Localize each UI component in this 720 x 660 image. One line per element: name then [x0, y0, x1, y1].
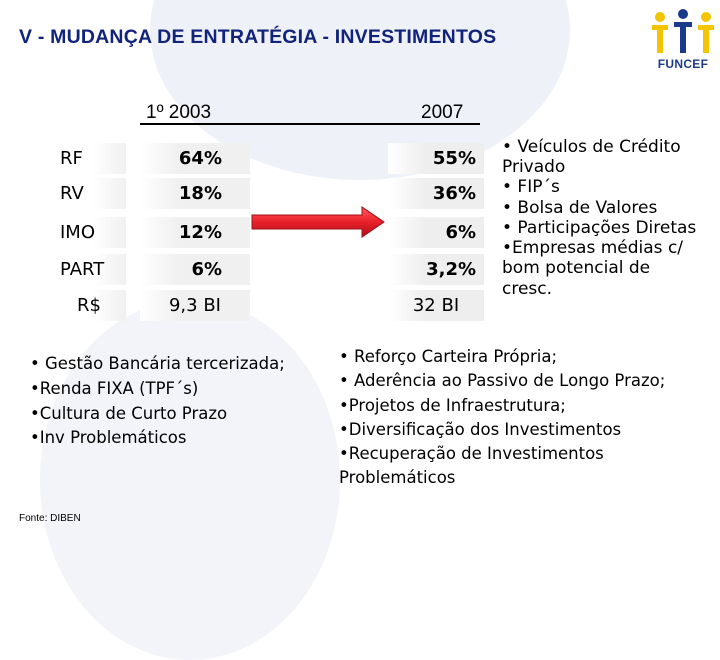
- value-2007: 6%: [388, 217, 484, 248]
- value-2007: 32 BI: [388, 290, 484, 321]
- right-bullet-list: • Veículos de Crédito Privado • FIP´s • …: [502, 137, 696, 299]
- list-item: •Recuperação de Investimentos: [339, 444, 604, 463]
- value-2003: 64%: [140, 143, 250, 174]
- value-2003: 6%: [140, 254, 250, 285]
- list-item: •Projetos de Infraestrutura;: [339, 395, 566, 415]
- funcef-logo: FUNCEF: [648, 8, 718, 74]
- list-item: • Gestão Bancária tercerizada;: [30, 354, 285, 373]
- value-2007: 55%: [388, 143, 484, 174]
- list-item: • Participações Diretas: [502, 217, 697, 238]
- row-label: IMO: [52, 217, 126, 248]
- value-2003: 12%: [140, 217, 250, 248]
- list-item: • Veículos de Crédito: [502, 137, 681, 157]
- list-item: • Aderência ao Passivo de Longo Prazo;: [339, 371, 666, 391]
- list-item: •Empresas médias c/: [502, 238, 684, 259]
- col-header-2007: 2007: [421, 102, 464, 123]
- list-item: • FIP´s: [502, 177, 560, 198]
- col-header-2003: 1º 2003: [146, 102, 212, 123]
- list-item: Problemáticos: [339, 468, 456, 488]
- red-arrow-icon: [251, 206, 385, 238]
- source-note: Fonte: DIBEN: [19, 513, 81, 524]
- value-2003: 9,3 BI: [140, 290, 250, 321]
- row-label: PART: [52, 254, 126, 285]
- list-item: •Inv Problemáticos: [30, 428, 187, 448]
- bottom-bullet-list: • Reforço Carteira Própria; • Aderência …: [339, 345, 665, 491]
- funcef-logo-mark: [652, 9, 714, 53]
- list-item: Privado: [502, 157, 566, 178]
- header-underline: [140, 123, 480, 125]
- list-item: •Cultura de Curto Prazo: [30, 403, 228, 423]
- row-label: R$: [52, 290, 126, 321]
- list-item: bom potencial de: [502, 258, 651, 279]
- logo-text: FUNCEF: [657, 57, 709, 71]
- list-item: • Bolsa de Valores: [502, 197, 658, 218]
- slide-title: V - MUDANÇA DE ENTRATÉGIA - INVESTIMENTO…: [19, 26, 497, 48]
- value-2007: 36%: [388, 178, 484, 209]
- list-item: • Reforço Carteira Própria;: [339, 347, 558, 366]
- list-item: •Diversificação dos Investimentos: [339, 419, 622, 439]
- row-label: RV: [52, 178, 126, 209]
- left-bullet-list: • Gestão Bancária tercerizada; •Renda FI…: [30, 352, 285, 451]
- value-2003: 18%: [140, 178, 250, 209]
- value-2007: 3,2%: [388, 254, 484, 285]
- list-item: •Renda FIXA (TPF´s): [30, 378, 199, 398]
- list-item: cresc.: [502, 278, 553, 299]
- row-label: RF: [52, 143, 126, 174]
